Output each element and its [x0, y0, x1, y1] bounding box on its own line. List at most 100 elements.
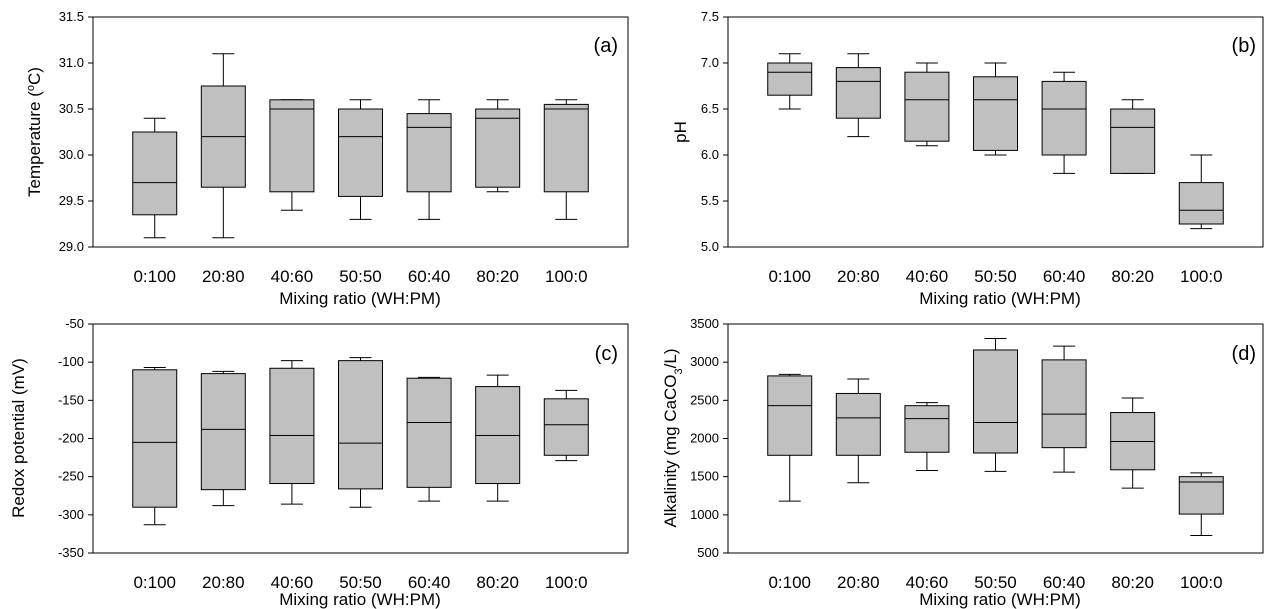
box	[835, 67, 881, 119]
x-tick-label: 40:60	[271, 573, 314, 592]
box	[269, 367, 315, 485]
box-series	[132, 357, 589, 526]
box	[767, 375, 813, 456]
y-tick-label: 30.0	[59, 147, 84, 162]
y-ticks: 5.0 5.5 6.0 6.5 7.0 7.5	[701, 9, 728, 254]
y-axis-label: pH	[671, 121, 690, 143]
x-tick-label: 80:20	[1111, 267, 1154, 286]
y-axis-label-sup: o	[25, 85, 37, 91]
y-axis-label-end: /L)	[661, 348, 680, 368]
plot-frame	[727, 16, 1264, 248]
x-tick-label: 20:80	[837, 267, 880, 286]
x-tick-label: 80:20	[476, 573, 519, 592]
panel-label: (c)	[595, 343, 618, 365]
x-tick-label: 50:50	[974, 267, 1017, 286]
box	[1178, 476, 1224, 515]
box	[1178, 182, 1224, 225]
y-tick-label: -250	[58, 469, 84, 484]
box	[1041, 80, 1087, 156]
panel-c: -350 -300 -250 -200 -150 -100 -50 0:100 20:80 40…	[9, 316, 629, 609]
y-tick-label: -350	[58, 545, 84, 560]
panel-b: 5.0 5.5 6.0 6.5 7.0 7.5 0:100 20:80 40:60 50:50 6…	[671, 9, 1264, 308]
x-tick-label: 60:40	[1043, 573, 1086, 592]
x-axis-label: Mixing ratio (WH:PM)	[919, 590, 1081, 609]
y-ticks: -350 -300 -250 -200 -150 -100 -50	[58, 316, 93, 560]
box	[904, 71, 950, 142]
y-tick-label: 1000	[690, 507, 719, 522]
x-tick-label: 20:80	[202, 573, 245, 592]
box	[475, 108, 521, 188]
x-tick-labels: 0:100 20:80 40:60 50:50 60:40 80:20 100:0	[133, 267, 587, 286]
x-tick-label: 40:60	[906, 267, 949, 286]
y-tick-label: 5.0	[701, 239, 719, 254]
box	[406, 113, 452, 193]
panel-d: 500 1000 1500 2000 2500 3000 3500 0:100 20:80 40…	[661, 316, 1264, 609]
box	[338, 360, 383, 490]
panel-label: (b)	[1232, 35, 1256, 57]
y-tick-label: 7.0	[701, 55, 719, 70]
y-tick-label: 29.0	[59, 239, 84, 254]
box	[132, 369, 178, 508]
y-tick-label: 5.5	[701, 193, 719, 208]
x-tick-label: 50:50	[974, 573, 1017, 592]
y-axis-label: Redox potential (mV)	[9, 358, 28, 518]
x-tick-label: 60:40	[1043, 267, 1086, 286]
y-tick-label: 1500	[690, 469, 719, 484]
panel-a: 29.0 29.5 30.0 30.5 31.0 31.5 0:100 20:80 40:60…	[25, 9, 629, 308]
x-tick-label: 20:80	[837, 573, 880, 592]
y-tick-label: 2000	[690, 431, 719, 446]
x-axis-label: Mixing ratio (WH:PM)	[279, 590, 441, 609]
y-tick-label: 31.5	[59, 9, 84, 24]
panel-label: (a)	[594, 35, 618, 57]
box	[904, 405, 950, 453]
box	[835, 392, 881, 456]
box	[200, 373, 246, 491]
box-series	[767, 53, 1224, 230]
x-tick-label: 0:100	[768, 573, 811, 592]
x-tick-label: 50:50	[339, 573, 382, 592]
y-axis-label-main: Alkalinity (mg CaCO	[661, 374, 680, 527]
x-tick-label: 80:20	[476, 267, 519, 286]
y-tick-label: -200	[58, 431, 84, 446]
y-tick-label: 30.5	[59, 101, 84, 116]
x-tick-label: 60:40	[408, 573, 451, 592]
y-tick-label: 31.0	[59, 55, 84, 70]
x-tick-label: 50:50	[339, 267, 382, 286]
y-axis-label-main: Temperature (	[25, 91, 44, 197]
x-tick-labels: 0:100 20:80 40:60 50:50 60:40 80:20 100:0	[768, 267, 1222, 286]
y-tick-label: 6.5	[701, 101, 719, 116]
x-tick-label: 100:0	[545, 573, 588, 592]
box	[1110, 108, 1156, 174]
box	[543, 398, 589, 456]
y-tick-label: 2500	[690, 392, 719, 407]
x-tick-label: 0:100	[768, 267, 811, 286]
y-tick-label: 6.0	[701, 147, 719, 162]
y-tick-label: 29.5	[59, 193, 84, 208]
box	[269, 99, 315, 193]
y-tick-label: -150	[58, 392, 84, 407]
box	[406, 377, 452, 488]
x-tick-label: 100:0	[1180, 267, 1223, 286]
box	[1041, 359, 1087, 449]
y-tick-label: -100	[58, 354, 84, 369]
x-tick-label: 0:100	[133, 573, 176, 592]
y-tick-label: 7.5	[701, 9, 719, 24]
box	[543, 103, 589, 193]
x-tick-label: 20:80	[202, 267, 245, 286]
y-tick-label: -50	[65, 316, 84, 331]
box-series	[767, 338, 1224, 536]
box	[973, 76, 1018, 151]
box	[767, 62, 813, 96]
x-tick-labels: 0:100 20:80 40:60 50:50 60:40 80:20 100:0	[768, 573, 1222, 592]
y-tick-label: 500	[697, 545, 719, 560]
box	[338, 108, 383, 197]
x-tick-label: 0:100	[133, 267, 176, 286]
y-tick-label: 3000	[690, 354, 719, 369]
x-tick-label: 40:60	[271, 267, 314, 286]
y-tick-label: 3500	[690, 316, 719, 331]
x-tick-label: 100:0	[1180, 573, 1223, 592]
y-tick-label: -300	[58, 507, 84, 522]
panel-label: (d)	[1232, 343, 1256, 365]
box-series	[132, 53, 589, 239]
